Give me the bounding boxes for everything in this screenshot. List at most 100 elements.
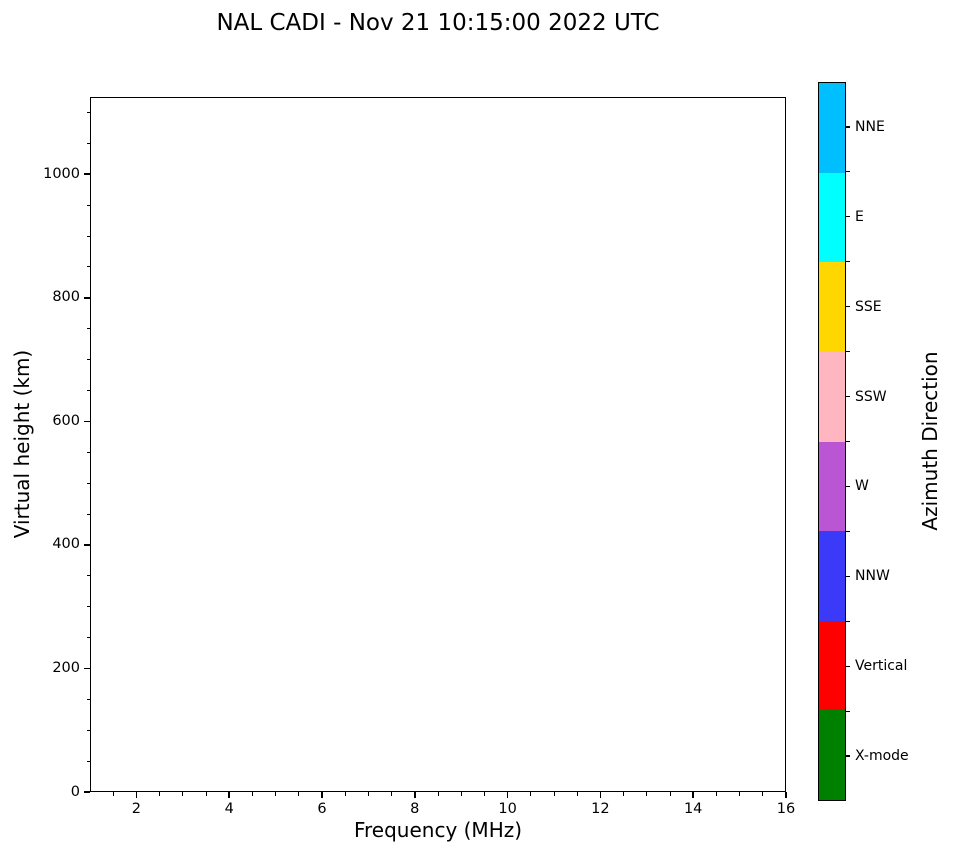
colorbar-segment-e xyxy=(819,172,845,263)
x-axis-minor-tick xyxy=(182,792,184,796)
colorbar-label-nne: NNE xyxy=(855,118,885,135)
y-axis-tick xyxy=(84,420,90,423)
y-axis-tick-label: 400 xyxy=(52,536,80,553)
y-axis-tick xyxy=(84,544,90,546)
y-axis-minor-tick xyxy=(86,575,90,577)
x-axis-tick xyxy=(506,792,509,798)
colorbar-segment-w xyxy=(819,441,845,532)
colorbar-segment-sse xyxy=(819,262,845,352)
y-axis-minor-tick xyxy=(86,235,90,237)
colorbar-tick xyxy=(846,575,850,577)
x-axis-minor-tick xyxy=(391,792,393,796)
plot-area xyxy=(90,97,786,792)
x-axis-tick-label: 2 xyxy=(131,801,141,817)
x-axis-minor-tick xyxy=(483,792,485,796)
y-axis-tick-label: 1000 xyxy=(43,165,80,182)
x-axis-minor-tick xyxy=(275,792,277,796)
x-axis-minor-tick xyxy=(367,792,369,796)
colorbar-segment-ssw xyxy=(819,351,845,442)
colorbar-label-sse: SSE xyxy=(855,298,882,315)
x-axis-minor-tick xyxy=(762,792,764,796)
x-axis-tick-label: 6 xyxy=(317,801,327,817)
colorbar-boundary-tick xyxy=(846,440,850,443)
x-axis-tick xyxy=(599,792,602,798)
y-axis-minor-tick xyxy=(86,637,90,639)
colorbar-boundary-tick xyxy=(846,171,850,173)
x-axis-tick xyxy=(785,792,787,798)
colorbar-label-nnw: NNW xyxy=(855,568,890,585)
x-axis-minor-tick xyxy=(460,792,462,796)
colorbar-title: Azimuth Direction xyxy=(918,351,942,531)
x-axis-minor-tick xyxy=(251,792,253,796)
y-axis-minor-tick xyxy=(86,451,90,453)
y-axis-minor-tick xyxy=(86,513,90,515)
x-axis-tick xyxy=(414,792,416,798)
y-axis-tick-label: 600 xyxy=(52,412,80,429)
x-axis-tick-label: 14 xyxy=(683,801,703,817)
x-axis-minor-tick xyxy=(553,792,555,796)
x-axis-minor-tick xyxy=(576,792,578,796)
colorbar-label-ssw: SSW xyxy=(855,388,887,405)
x-axis-minor-tick xyxy=(298,792,300,796)
colorbar-label-x: X-mode xyxy=(855,748,909,765)
y-axis-minor-tick xyxy=(86,698,90,700)
y-axis-minor-tick xyxy=(86,760,90,762)
colorbar-boundary-tick xyxy=(846,710,850,712)
colorbar-label-e: E xyxy=(855,208,864,225)
x-axis-minor-tick xyxy=(205,792,207,796)
x-axis-tick xyxy=(321,792,323,798)
colorbar-segment-x xyxy=(819,710,845,800)
y-axis-tick-label: 200 xyxy=(52,659,80,676)
y-axis-minor-tick xyxy=(86,328,90,330)
y-axis-tick-label: 0 xyxy=(70,783,80,800)
colorbar-label-w: W xyxy=(855,478,869,495)
y-axis-minor-tick xyxy=(86,142,90,144)
y-axis-tick xyxy=(84,173,90,175)
colorbar-tick xyxy=(846,755,850,757)
y-axis-tick xyxy=(84,791,90,793)
colorbar-tick xyxy=(846,665,850,667)
x-axis-minor-tick xyxy=(623,792,625,796)
y-axis-minor-tick xyxy=(86,482,90,484)
x-axis-minor-tick xyxy=(739,792,741,796)
y-axis-minor-tick xyxy=(86,204,90,206)
colorbar-tick xyxy=(846,485,850,488)
x-axis-minor-tick xyxy=(646,792,648,796)
colorbar-tick xyxy=(846,395,850,398)
colorbar-label-v: Vertical xyxy=(855,658,908,675)
x-axis-minor-tick xyxy=(159,792,161,796)
y-axis-minor-tick xyxy=(86,111,90,113)
colorbar-segment-nne xyxy=(819,83,845,173)
y-axis-tick xyxy=(84,667,90,670)
x-axis-minor-tick xyxy=(437,792,439,796)
x-axis-minor-tick xyxy=(715,792,717,796)
x-axis-minor-tick xyxy=(112,792,114,796)
colorbar xyxy=(818,82,846,801)
x-axis-tick-label: 16 xyxy=(776,801,796,817)
colorbar-boundary-tick xyxy=(846,620,850,622)
y-axis-minor-tick xyxy=(86,359,90,361)
colorbar-tick xyxy=(846,126,850,128)
x-axis-tick xyxy=(135,792,138,798)
x-axis-tick xyxy=(692,792,694,798)
x-axis-minor-tick xyxy=(530,792,532,796)
y-axis-minor-tick xyxy=(86,266,90,268)
y-axis-minor-tick xyxy=(86,729,90,731)
x-axis-minor-tick xyxy=(344,792,346,796)
y-axis-minor-tick xyxy=(86,389,90,391)
x-axis-minor-tick xyxy=(669,792,671,796)
y-axis-minor-tick xyxy=(86,606,90,608)
colorbar-boundary-tick xyxy=(846,261,850,263)
y-axis-tick-label: 800 xyxy=(52,289,80,306)
colorbar-tick xyxy=(846,216,850,218)
x-axis-label: Frequency (MHz) xyxy=(353,818,523,842)
x-axis-tick-label: 10 xyxy=(498,801,517,817)
y-axis-label: Virtual height (km) xyxy=(10,349,34,539)
chart-title: NAL CADI - Nov 21 10:15:00 2022 UTC xyxy=(216,10,660,36)
colorbar-boundary-tick xyxy=(846,351,850,353)
x-axis-tick-label: 8 xyxy=(410,801,420,817)
x-axis-tick-label: 12 xyxy=(591,801,610,817)
x-axis-tick-label: 4 xyxy=(224,801,234,817)
y-axis-tick xyxy=(84,297,90,299)
